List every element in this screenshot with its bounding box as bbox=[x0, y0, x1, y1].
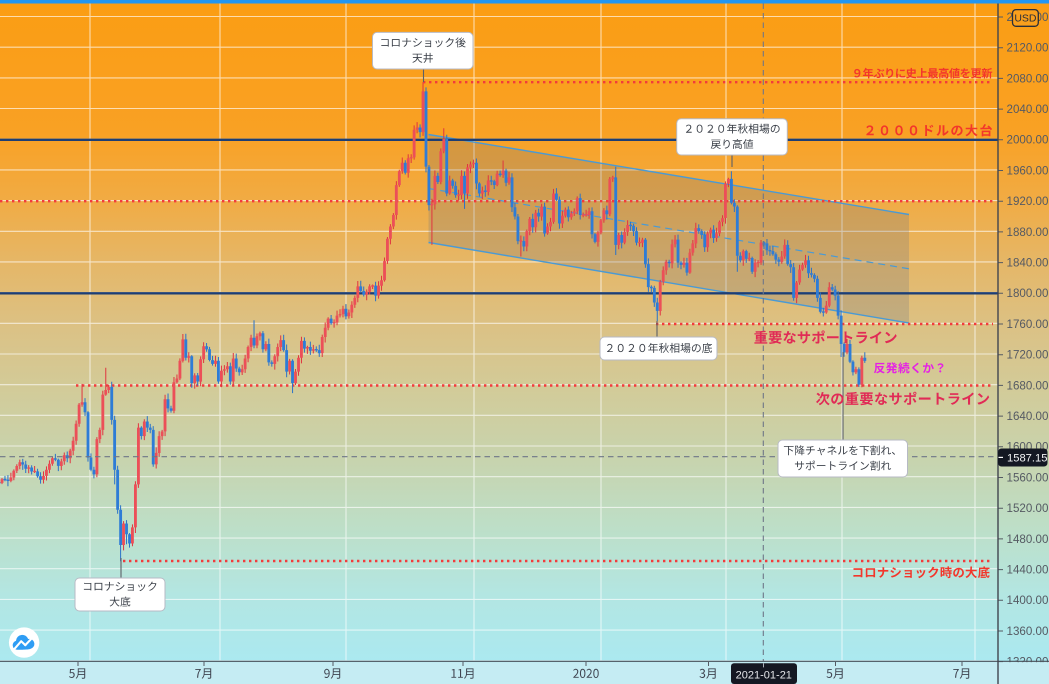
svg-text:1840.00: 1840.00 bbox=[1007, 257, 1049, 270]
svg-text:1640.00: 1640.00 bbox=[1007, 410, 1049, 423]
svg-text:2120.00: 2120.00 bbox=[1007, 42, 1049, 55]
svg-text:1680.00: 1680.00 bbox=[1007, 379, 1049, 392]
svg-text:1920.00: 1920.00 bbox=[1007, 195, 1049, 208]
svg-text:2021-01-21: 2021-01-21 bbox=[736, 669, 792, 681]
svg-text:2040.00: 2040.00 bbox=[1007, 103, 1049, 116]
svg-text:2080.00: 2080.00 bbox=[1007, 72, 1049, 85]
svg-text:USD: USD bbox=[1014, 13, 1037, 25]
svg-text:1960.00: 1960.00 bbox=[1007, 164, 1049, 177]
svg-text:1880.00: 1880.00 bbox=[1007, 226, 1049, 239]
svg-text:1360.00: 1360.00 bbox=[1007, 625, 1049, 638]
svg-text:1760.00: 1760.00 bbox=[1007, 318, 1049, 331]
svg-text:1480.00: 1480.00 bbox=[1007, 533, 1049, 546]
svg-text:1520.00: 1520.00 bbox=[1007, 502, 1049, 515]
svg-text:1560.00: 1560.00 bbox=[1007, 471, 1049, 484]
svg-text:2000.00: 2000.00 bbox=[1007, 134, 1049, 147]
svg-text:1440.00: 1440.00 bbox=[1007, 564, 1049, 577]
svg-text:1800.00: 1800.00 bbox=[1007, 287, 1049, 300]
svg-text:1720.00: 1720.00 bbox=[1007, 349, 1049, 362]
svg-text:1587.15: 1587.15 bbox=[1007, 453, 1047, 465]
svg-text:1400.00: 1400.00 bbox=[1007, 594, 1049, 607]
